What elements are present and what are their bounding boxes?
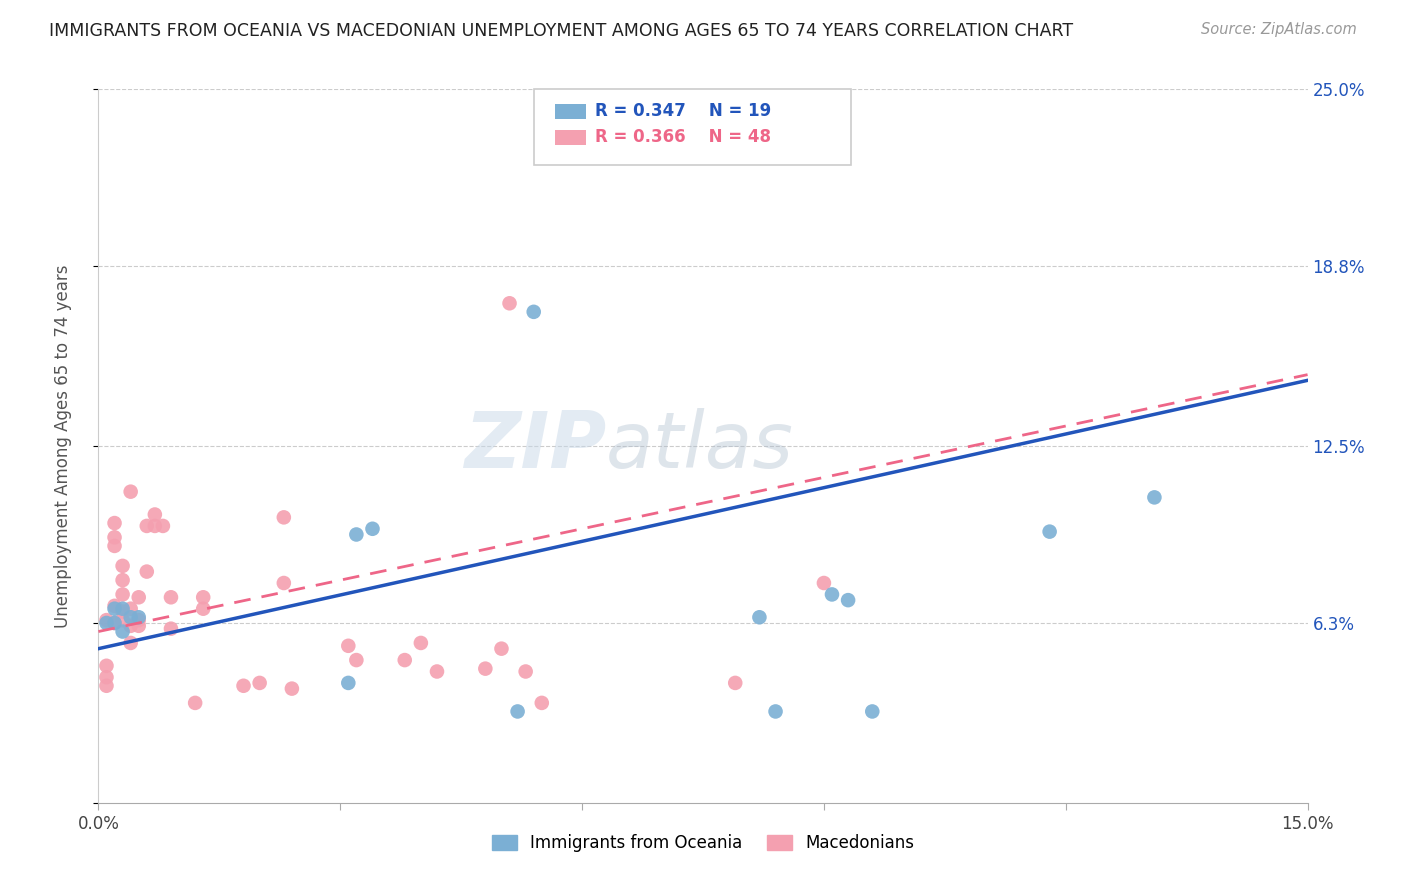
Point [193,591,215,605]
Point [498,296,520,310]
Text: R = 0.347    N = 19: R = 0.347 N = 19 [595,103,770,120]
Point [103,530,125,544]
Point [111,573,134,587]
Point [748,610,770,624]
Point [344,653,367,667]
Point [281,681,304,696]
Point [96,679,118,693]
Point [96,615,118,630]
Point [120,484,142,499]
Point [128,610,150,624]
Point [103,615,125,630]
Point [273,576,295,591]
Point [813,576,835,591]
Point [111,601,134,615]
Point [96,670,118,684]
Point [249,676,271,690]
Legend: Immigrants from Oceania, Macedonians: Immigrants from Oceania, Macedonians [485,828,921,859]
Point [120,601,142,615]
Point [193,601,215,615]
Point [135,565,157,579]
Point [128,591,150,605]
Point [837,593,859,607]
Point [474,662,496,676]
Text: Source: ZipAtlas.com: Source: ZipAtlas.com [1201,22,1357,37]
Point [394,653,416,667]
Text: R = 0.366    N = 48: R = 0.366 N = 48 [595,128,770,146]
Point [128,619,150,633]
Point [1039,524,1062,539]
Point [515,665,537,679]
Point [103,615,125,630]
Text: IMMIGRANTS FROM OCEANIA VS MACEDONIAN UNEMPLOYMENT AMONG AGES 65 TO 74 YEARS COR: IMMIGRANTS FROM OCEANIA VS MACEDONIAN UN… [49,22,1073,40]
Point [135,519,157,533]
Point [491,641,513,656]
Point [111,587,134,601]
Point [120,610,142,624]
Text: ZIP: ZIP [464,408,606,484]
Point [103,601,125,615]
Point [337,639,360,653]
Point [111,613,134,627]
Point [111,605,134,619]
Point [160,591,183,605]
Point [523,305,546,319]
Point [409,636,432,650]
Point [111,558,134,573]
Point [1143,491,1166,505]
Point [821,587,844,601]
Point [103,516,125,530]
Point [103,599,125,613]
Text: atlas: atlas [606,408,794,484]
Point [530,696,553,710]
Point [128,613,150,627]
Point [724,676,747,690]
Point [860,705,883,719]
Point [361,522,384,536]
Y-axis label: Unemployment Among Ages 65 to 74 years: Unemployment Among Ages 65 to 74 years [53,264,72,628]
Point [765,705,787,719]
Point [160,622,183,636]
Point [184,696,207,710]
Point [96,658,118,673]
Point [143,508,166,522]
Point [96,613,118,627]
Point [143,519,166,533]
Point [344,527,367,541]
Point [111,624,134,639]
Point [426,665,449,679]
Point [120,619,142,633]
Point [103,539,125,553]
Point [273,510,295,524]
Point [120,636,142,650]
Point [232,679,254,693]
Point [506,705,529,719]
Point [152,519,174,533]
Point [337,676,360,690]
